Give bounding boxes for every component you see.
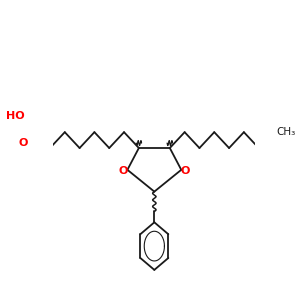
Text: HO: HO xyxy=(6,112,24,122)
Text: O: O xyxy=(119,166,128,176)
Text: O: O xyxy=(181,166,190,176)
Text: CH₃: CH₃ xyxy=(276,127,296,137)
Text: O: O xyxy=(18,138,28,148)
